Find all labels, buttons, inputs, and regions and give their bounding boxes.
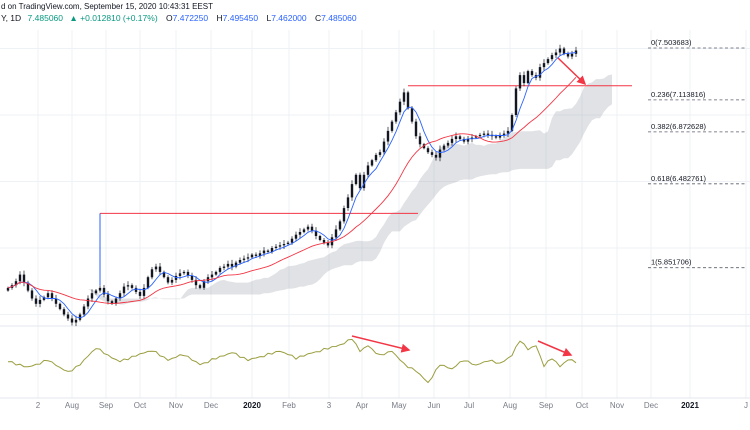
x-axis-tick: 2 bbox=[36, 401, 41, 410]
ohlc-label: H bbox=[216, 13, 223, 23]
x-axis-tick: Dec bbox=[204, 401, 218, 410]
low-value: L7.462000 bbox=[266, 13, 306, 23]
close-value: C7.485060 bbox=[315, 13, 357, 23]
x-axis-tick: 2021 bbox=[681, 401, 699, 410]
price-change: ▲ +0.012810 (+0.17%) bbox=[69, 13, 158, 23]
ohlc-value: 7.495450 bbox=[222, 13, 259, 23]
symbol-name[interactable]: Y, 1D bbox=[1, 13, 22, 23]
projection-cloud bbox=[44, 74, 612, 305]
ohlc-label: C bbox=[315, 13, 322, 23]
arrow-drawing bbox=[537, 340, 573, 357]
x-axis-tick: J bbox=[744, 401, 748, 410]
x-axis-tick: 2020 bbox=[243, 401, 261, 410]
fib-level-label: 0.618(6.482761) bbox=[651, 174, 707, 183]
x-axis-tick: Sep bbox=[99, 401, 114, 410]
x-axis-tick: 3 bbox=[327, 401, 332, 410]
x-axis-tick: Sep bbox=[539, 401, 554, 410]
x-axis-tick: Aug bbox=[65, 401, 79, 410]
grid bbox=[0, 30, 750, 399]
watermark-text: d on TradingView.com, September 15, 2020… bbox=[1, 2, 213, 11]
ohlc-value: 7.485060 bbox=[321, 13, 357, 23]
fib-level-label: 0.382(6.872628) bbox=[651, 122, 707, 131]
open-value: O7.472250 bbox=[166, 13, 208, 23]
x-axis-tick: Aug bbox=[503, 401, 517, 410]
candlestick-series bbox=[6, 44, 578, 327]
x-axis-tick: Dec bbox=[644, 401, 658, 410]
x-axis-tick: Oct bbox=[576, 401, 589, 410]
high-value: H7.495450 bbox=[216, 13, 258, 23]
fast-ma-line bbox=[7, 52, 577, 319]
x-axis-tick: Jun bbox=[428, 401, 441, 410]
x-axis-tick: Oct bbox=[134, 401, 147, 410]
arrow-drawing bbox=[351, 335, 411, 353]
x-axis-tick: Nov bbox=[169, 401, 183, 410]
x-axis-tick: May bbox=[391, 401, 406, 410]
fib-level-label: 0(7.503683) bbox=[651, 38, 692, 47]
x-axis-tick: Apr bbox=[356, 401, 369, 410]
x-axis-tick: Nov bbox=[610, 401, 624, 410]
symbol-info-bar: Y, 1D 7.485060 ▲ +0.012810 (+0.17%) O7.4… bbox=[1, 13, 357, 23]
arrow-drawing bbox=[557, 57, 587, 86]
ohlc-value: 7.472250 bbox=[172, 13, 209, 23]
x-axis-tick: Feb bbox=[282, 401, 296, 410]
ohlc-label: L bbox=[266, 13, 272, 23]
oscillator-line bbox=[7, 338, 577, 384]
x-axis-labels[interactable]: 2 Aug Sep Oct Nov Dec 2020 Feb 3 Apr May Jun Jul Aug S… bbox=[36, 401, 748, 410]
arrow-drawings[interactable] bbox=[351, 57, 587, 357]
fib-level-label: 1(5.851706) bbox=[651, 258, 692, 267]
ohlc-value: 7.462000 bbox=[271, 13, 307, 23]
fib-level-label: 0.236(7.113816) bbox=[651, 90, 706, 99]
last-price: 7.485060 bbox=[27, 13, 63, 23]
x-axis-tick: Jul bbox=[464, 401, 474, 410]
slow-ma-line bbox=[7, 76, 577, 305]
ohlc-label: O bbox=[166, 13, 173, 23]
fib-retracement[interactable]: 0(7.503683) 0.236(7.113816) 0.382(6.872628… bbox=[648, 38, 746, 269]
